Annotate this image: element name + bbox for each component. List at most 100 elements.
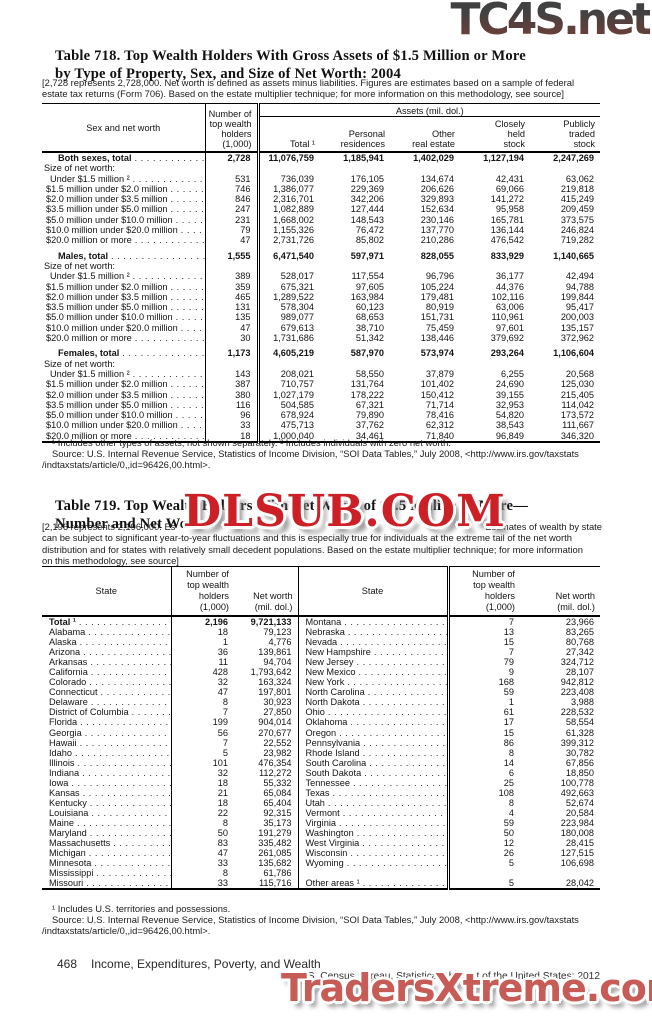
label-text: Michigan bbox=[49, 848, 86, 859]
row-label-cell: $20.0 million or more bbox=[42, 235, 206, 246]
value-cell: 37,762 bbox=[355, 420, 384, 431]
row-label: $1.5 million under $2.0 million bbox=[42, 379, 204, 390]
value-cell: 79 bbox=[205, 225, 260, 236]
table-row: $10.0 million under $20.0 million 33 475,7… bbox=[42, 420, 600, 431]
label-text: Females, total bbox=[58, 348, 120, 359]
table-row: $20.0 million or more 47 2,731,726 85,802 21… bbox=[42, 235, 600, 246]
state-cell: Virginia bbox=[298, 817, 450, 828]
table-row: $1.5 million under $2.0 million 387 710,75… bbox=[42, 379, 600, 390]
row-label: Utah bbox=[299, 798, 446, 808]
value-cell: 20,568 bbox=[565, 368, 595, 379]
table-row: $10.0 million under $20.0 million 79 1,155… bbox=[42, 225, 600, 236]
dot-leader bbox=[74, 818, 170, 828]
label-text: Other areas ¹ bbox=[305, 878, 360, 889]
label-text: $2.0 million under $3.5 million bbox=[46, 291, 168, 302]
value-cell: 80,919 bbox=[425, 302, 454, 313]
value-cell: 1,140,665 bbox=[553, 250, 595, 261]
dot-leader bbox=[336, 728, 445, 738]
value-cell: 125,030 bbox=[560, 379, 595, 390]
dot-leader bbox=[178, 225, 204, 235]
label-text: Oregon bbox=[305, 727, 337, 738]
holders-cell: 1 bbox=[222, 637, 228, 648]
value-cell: 329,893 bbox=[420, 194, 454, 205]
value-cell: 679,613 bbox=[280, 322, 314, 333]
table-row: $5.0 million under $10.0 million 231 1,668… bbox=[42, 214, 600, 226]
label-text: Vermont bbox=[305, 807, 340, 818]
section-label-cell: Size of net worth: bbox=[42, 260, 206, 272]
value-cell: 475,713 bbox=[280, 420, 314, 431]
value-cell: 1,106,604 bbox=[553, 348, 595, 359]
networth-cell: 27,342 bbox=[565, 647, 594, 658]
dot-leader bbox=[168, 184, 204, 194]
state-cell: Michigan bbox=[42, 848, 172, 859]
value-cell: 96,796 bbox=[425, 271, 454, 282]
state-cell: Hawaii bbox=[42, 737, 172, 748]
label-text: Wisconsin bbox=[305, 848, 348, 859]
table718-title-line2: by Type of Property, Sex, and Size of Ne… bbox=[55, 66, 401, 83]
value-cell: 173,572 bbox=[560, 410, 595, 421]
value-cell: 42,494 bbox=[565, 271, 595, 282]
row-label: Tennessee bbox=[299, 777, 446, 788]
label-text: $1.5 million under $2.0 million bbox=[46, 379, 168, 390]
dot-leader bbox=[68, 778, 170, 788]
value-cell: 346,320 bbox=[560, 430, 595, 441]
networth-cell: 92,315 bbox=[234, 807, 299, 818]
row-label: $2.0 million under $3.5 million bbox=[42, 194, 204, 204]
holders-cell: 32 bbox=[217, 677, 228, 688]
row-label: $10.0 million under $20.0 million bbox=[42, 420, 204, 430]
dot-leader bbox=[132, 235, 204, 245]
holders-cell: 61 bbox=[503, 707, 514, 718]
holders-cell: 101 bbox=[212, 757, 228, 768]
holders-cell: 18 bbox=[217, 627, 228, 638]
value-cell: 138,446 bbox=[420, 333, 454, 344]
table-row: Size of net worth: bbox=[42, 358, 600, 369]
holders-cell: 15 bbox=[503, 727, 514, 738]
state-cell: Georgia bbox=[42, 727, 172, 738]
label-text: Tennessee bbox=[305, 777, 350, 788]
value-cell: 710,757 bbox=[280, 379, 314, 390]
holders-cell: 5 bbox=[508, 878, 514, 889]
value-cell: 2,728 bbox=[205, 152, 260, 164]
table-row: California 428 1,793,642 New Mexico 9 28,107 bbox=[42, 667, 600, 678]
value-cell: 30 bbox=[205, 333, 260, 344]
row-label: Michigan bbox=[42, 848, 170, 859]
state-cell: Wisconsin bbox=[298, 848, 450, 859]
state-cell: Illinois bbox=[42, 757, 172, 768]
value-cell: 152,634 bbox=[420, 204, 454, 215]
holders-cell: 4 bbox=[508, 807, 514, 818]
dot-leader bbox=[88, 697, 170, 707]
value-cell: 163,984 bbox=[350, 291, 384, 302]
table-row: District of Columbia 7 27,850 Ohio 61 228,532 bbox=[42, 707, 600, 718]
table-row: Mississippi 8 61,786 bbox=[42, 868, 600, 879]
row-label: North Dakota bbox=[299, 697, 446, 707]
holders-cell: 8 bbox=[222, 868, 228, 879]
table-body: Total ¹2,1969,721,133Montana723,966Alaba… bbox=[42, 616, 600, 890]
row-label: North Carolina bbox=[299, 687, 446, 697]
note-line: [2,196 represents 2,196,000. Es Estimate… bbox=[42, 521, 602, 532]
value-cell: 1,731,686 bbox=[273, 333, 314, 344]
source-line: Source: U.S. Internal Revenue Service, S… bbox=[52, 448, 579, 460]
value-cell: 846 bbox=[205, 194, 260, 205]
value-cell: 96 bbox=[205, 410, 260, 421]
row-label-cell: $5.0 million under $10.0 million bbox=[42, 312, 206, 323]
table-row: $3.5 million under $5.0 million 131 578,30… bbox=[42, 302, 600, 313]
networth-cell: 28,415 bbox=[565, 838, 594, 849]
table-row: Massachusetts 83 335,482 West Virginia 12 28,… bbox=[42, 838, 600, 849]
table-row: Louisiana 22 92,315 Vermont 4 20,584 bbox=[42, 807, 600, 818]
value-cell: 387 bbox=[205, 379, 260, 390]
row-label-cell: Under $1.5 million ² bbox=[42, 368, 206, 380]
dot-leader bbox=[82, 728, 170, 738]
networth-cell: 112,272 bbox=[234, 767, 299, 778]
dot-leader bbox=[178, 323, 204, 333]
row-label: Rhode Island bbox=[299, 748, 446, 758]
value-cell: 176,105 bbox=[350, 173, 384, 184]
networth-cell: 135,682 bbox=[234, 858, 299, 869]
value-cell: 528,017 bbox=[280, 271, 314, 282]
label-text: West Virginia bbox=[305, 838, 360, 849]
state-cell: Minnesota bbox=[42, 858, 172, 869]
footnote: ¹ Includes U.S. territories and possessi… bbox=[52, 903, 231, 914]
value-cell: 136,144 bbox=[490, 225, 524, 236]
table718-title-line1: Table 718. Top Wealth Holders With Gross… bbox=[55, 47, 526, 64]
header-asset-column: Closely held stock bbox=[494, 119, 525, 149]
value-cell: 578,304 bbox=[280, 302, 314, 313]
